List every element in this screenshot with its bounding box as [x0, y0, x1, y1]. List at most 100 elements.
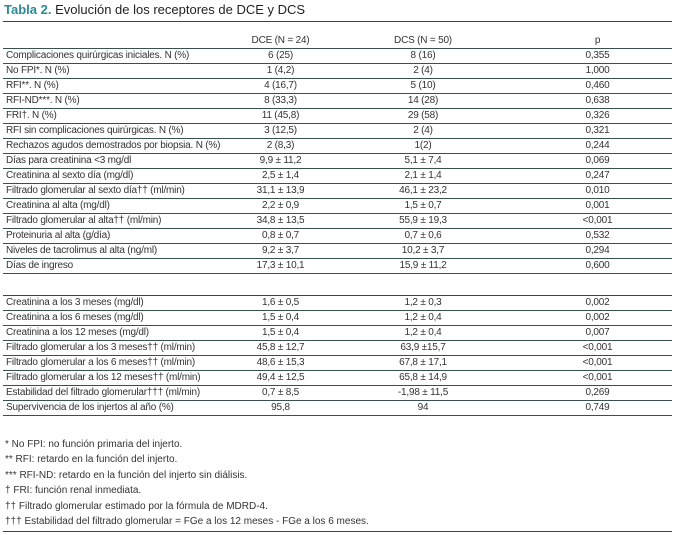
- table-row: No FPI*. N (%) 1 (4,2) 2 (4) 1,000: [3, 64, 672, 79]
- dce-value: 1,6 ± 0,5: [261, 297, 300, 308]
- row-label: Estabilidad del filtrado glomerular††† (…: [6, 387, 201, 398]
- p-value: <0,001: [582, 342, 613, 353]
- row-label: Creatinina al alta (mg/dl): [6, 200, 110, 211]
- dce-value: 9,2 ± 3,7: [261, 245, 300, 256]
- dcs-value: 8 (16): [410, 50, 436, 61]
- table-row: Estabilidad del filtrado glomerular††† (…: [3, 386, 672, 401]
- footnote: *** RFI-ND: retardo en la función del in…: [5, 469, 248, 481]
- row-label: Supervivencia de los injertos al año (%): [6, 402, 174, 413]
- row-label: Filtrado glomerular al alta†† (ml/min): [6, 215, 162, 226]
- dce-value: 0,7 ± 8,5: [261, 387, 300, 398]
- p-value: <0,001: [582, 372, 613, 383]
- p-value: 0,326: [585, 110, 610, 121]
- dce-value: 9,9 ± 11,2: [259, 155, 302, 166]
- table-row: RFI sin complicaciones quirúrgicas. N (%…: [3, 124, 672, 139]
- row-label: Filtrado glomerular a los 6 meses†† (ml/…: [6, 357, 196, 368]
- dcs-value: 2 (4): [413, 125, 433, 136]
- bottom-rule: [3, 531, 672, 532]
- row-label: Rechazos agudos demostrados por biopsia.…: [6, 140, 221, 151]
- title-rule: [3, 21, 672, 22]
- p-value: 0,002: [585, 297, 610, 308]
- row-label: Niveles de tacrolimus al alta (ng/ml): [6, 245, 157, 256]
- table-row: Filtrado glomerular al sexto día†† (ml/m…: [3, 184, 672, 199]
- row-label: Filtrado glomerular al sexto día†† (ml/m…: [6, 185, 185, 196]
- p-value: 0,460: [585, 80, 610, 91]
- p-value: 0,069: [585, 155, 610, 166]
- dcs-value: 2,1 ± 1,4: [404, 170, 442, 181]
- dcs-value: 63,9 ±15,7: [400, 342, 446, 353]
- dcs-value: 2 (4): [413, 65, 433, 76]
- p-value: 0,244: [585, 140, 610, 151]
- table-row: Días para creatinina <3 mg/dl 9,9 ± 11,2 5…: [3, 154, 672, 169]
- dce-value: 45,8 ± 12,7: [256, 342, 305, 353]
- dce-value: 1 (4,2): [266, 65, 295, 76]
- dcs-value: 14 (28): [407, 95, 439, 106]
- table-row: Creatinina al alta (mg/dl) 2,2 ± 0,9 1,5 ±…: [3, 199, 672, 214]
- table-row: Creatinina a los 3 meses (mg/dl) 1,6 ± 0,…: [3, 296, 672, 311]
- dcs-value: 65,8 ± 14,9: [399, 372, 447, 383]
- table-row: Creatinina al sexto día (mg/dl) 2,5 ± 1,4…: [3, 169, 672, 184]
- dcs-value: 29 (58): [407, 110, 439, 121]
- dcs-value: 5,1 ± 7,4: [404, 155, 442, 166]
- table-row: Supervivencia de los injertos al año (%)…: [3, 401, 672, 416]
- dcs-value: 55,9 ± 19,3: [399, 215, 447, 226]
- p-value: <0,001: [582, 357, 613, 368]
- dce-value: 0,8 ± 0,7: [261, 230, 300, 241]
- dce-value: 8 (33,3): [264, 95, 297, 106]
- row-label: Creatinina al sexto día (mg/dl): [6, 170, 134, 181]
- row-label: Días de ingreso: [6, 260, 74, 271]
- row-label: Filtrado glomerular a los 3 meses†† (ml/…: [6, 342, 196, 353]
- p-value: 0,355: [585, 50, 610, 61]
- dcs-value: -1,98 ± 11,5: [397, 387, 449, 398]
- dce-value: 1,5 ± 0,4: [261, 327, 300, 338]
- footnote: †† Filtrado glomerular estimado por la f…: [5, 500, 268, 512]
- dce-value: 2 (8,3): [266, 140, 295, 151]
- table-row: Filtrado glomerular al alta†† (ml/min) 34…: [3, 214, 672, 229]
- row-label: Proteinuria al alta (g/día): [6, 230, 111, 241]
- dce-value: 95,8: [271, 402, 290, 413]
- dcs-value: 5 (10): [410, 80, 436, 91]
- p-value: 0,532: [585, 230, 610, 241]
- dcs-value: 1(2): [414, 140, 432, 151]
- dcs-value: 94: [417, 402, 429, 413]
- p-value: 0,294: [585, 245, 610, 256]
- row-label: Creatinina a los 3 meses (mg/dl): [6, 297, 144, 308]
- table-row: Filtrado glomerular a los 12 meses†† (ml…: [3, 371, 672, 386]
- header-dce: DCE (N = 24): [251, 35, 310, 46]
- table-row: Complicaciones quirúrgicas iniciales. N …: [3, 49, 672, 64]
- dcs-value: 0,7 ± 0,6: [404, 230, 442, 241]
- row-label: No FPI*. N (%): [6, 65, 70, 76]
- p-value: 1,000: [585, 65, 610, 76]
- footnote: ††† Estabilidad del filtrado glomerular …: [5, 515, 369, 527]
- row-label: FRI†. N (%): [6, 110, 57, 121]
- dce-value: 4 (16,7): [264, 80, 297, 91]
- table-row: Creatinina a los 12 meses (mg/dl) 1,5 ± 0…: [3, 326, 672, 341]
- table-header: DCE (N = 24) DCS (N = 50) p: [3, 34, 672, 49]
- footnotes: * No FPI: no función primaria del injert…: [5, 437, 369, 529]
- header-label: [3, 34, 238, 48]
- table-row: Filtrado glomerular a los 6 meses†† (ml/…: [3, 356, 672, 371]
- table-row: RFI**. N (%) 4 (16,7) 5 (10) 0,460: [3, 79, 672, 94]
- p-value: 0,749: [585, 402, 610, 413]
- dcs-value: 1,2 ± 0,3: [404, 297, 442, 308]
- dcs-value: 1,2 ± 0,4: [404, 312, 442, 323]
- table-row: RFI-ND***. N (%) 8 (33,3) 14 (28) 0,638: [3, 94, 672, 109]
- dce-value: 1,5 ± 0,4: [261, 312, 300, 323]
- p-value: 0,007: [585, 327, 610, 338]
- row-label: RFI-ND***. N (%): [6, 95, 80, 106]
- dcs-value: 67,8 ± 17,1: [399, 357, 447, 368]
- table-row: Días de ingreso 17,3 ± 10,1 15,9 ± 11,2 0,6…: [3, 259, 672, 274]
- table-row: Niveles de tacrolimus al alta (ng/ml) 9,2…: [3, 244, 672, 259]
- dce-value: 3 (12,5): [264, 125, 297, 136]
- dce-value: 48,6 ± 15,3: [256, 357, 305, 368]
- dce-value: 31,1 ± 13,9: [256, 185, 305, 196]
- row-label: Creatinina a los 6 meses (mg/dl): [6, 312, 144, 323]
- table-number: Tabla 2.: [4, 2, 52, 17]
- footnote: * No FPI: no función primaria del injert…: [5, 439, 183, 450]
- header-p: p: [594, 35, 601, 46]
- table-row: Creatinina a los 6 meses (mg/dl) 1,5 ± 0,…: [3, 311, 672, 326]
- row-label: RFI**. N (%): [6, 80, 59, 91]
- dcs-value: 15,9 ± 11,2: [399, 260, 447, 271]
- p-value: <0,001: [582, 215, 613, 226]
- table-row: Filtrado glomerular a los 3 meses†† (ml/…: [3, 341, 672, 356]
